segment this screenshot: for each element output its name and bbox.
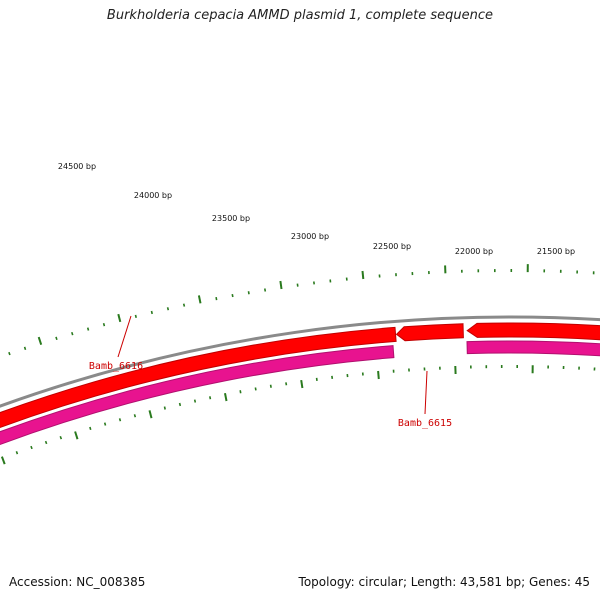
ruler-tick-label: 21500 bp: [537, 247, 575, 256]
inner-ruler-minor-tick: [103, 422, 107, 426]
inner-ruler-minor-tick: [163, 406, 166, 410]
map-title: Burkholderia cepacia AMMD plasmid 1, com…: [106, 8, 494, 23]
sequence-summary-text: Topology: circular; Length: 43,581 bp; G…: [298, 575, 590, 589]
forward-strand-gene-arrow: [466, 322, 600, 341]
outer-ruler-minor-tick: [134, 314, 137, 318]
outer-ruler-minor-tick: [231, 293, 234, 298]
ruler-tick-label: 23000 bp: [291, 232, 329, 241]
inner-ruler-minor-tick: [178, 402, 182, 407]
ruler-tick-label: 22000 bp: [455, 247, 493, 256]
inner-ruler-minor-tick: [209, 396, 212, 400]
outer-ruler-major-tick: [197, 295, 202, 304]
outer-ruler-major-tick: [361, 270, 365, 280]
reverse-strand-gene-band: [466, 340, 600, 357]
ruler-tick-label: 23500 bp: [212, 214, 250, 223]
inner-ruler-minor-tick: [59, 435, 63, 440]
outer-ruler-minor-tick: [55, 336, 58, 341]
plasmid-backbone: [0, 315, 600, 408]
outer-ruler-minor-tick: [86, 327, 90, 331]
outer-ruler-minor-tick: [150, 310, 153, 315]
inner-ruler-minor-tick: [89, 426, 92, 431]
ruler-tick-label: 22500 bp: [373, 242, 411, 251]
outer-ruler-major-tick: [117, 313, 122, 323]
ruler-tick-label: 24000 bp: [134, 191, 172, 200]
outer-ruler-major-tick: [279, 280, 283, 290]
outer-ruler-minor-tick: [247, 291, 250, 295]
inner-ruler-major-tick: [300, 379, 304, 389]
outer-ruler-minor-tick: [23, 346, 27, 351]
outer-ruler-minor-tick: [71, 331, 74, 336]
ruler-tick-label: 24500 bp: [58, 162, 96, 171]
forward-strand-gene-band: [0, 326, 397, 429]
inner-ruler-minor-tick: [133, 414, 137, 418]
outer-tick-ring: [8, 264, 595, 356]
inner-ruler-minor-tick: [269, 384, 272, 388]
accession-text: Accession: NC_008385: [9, 575, 146, 589]
outer-ruler-minor-tick: [215, 296, 218, 301]
inner-ruler-minor-tick: [44, 440, 48, 445]
inner-ruler-minor-tick: [118, 418, 122, 422]
gene-label-bamb-6615: Bamb_6615: [398, 418, 452, 429]
inner-ruler-minor-tick: [285, 382, 288, 386]
inner-ruler-major-tick: [224, 393, 228, 402]
inner-ruler-major-tick: [74, 431, 79, 440]
outer-ruler-major-tick: [37, 336, 43, 346]
inner-ruler-major-tick: [377, 370, 380, 380]
forward-strand-gene-arrow: [395, 323, 464, 342]
inner-ruler-minor-tick: [30, 445, 33, 450]
gene-label-leader-line: [424, 370, 428, 415]
inner-ruler-major-tick: [148, 410, 153, 419]
outer-ruler-minor-tick: [102, 322, 106, 327]
gene-label-bamb-6616: Bamb_6616: [89, 361, 143, 372]
outer-ruler-minor-tick: [166, 307, 170, 311]
ruler-tick-labels: 24500 bp 24000 bp 23500 bp 23000 bp 22500 bp…: [58, 162, 575, 256]
inner-ruler-minor-tick: [239, 390, 242, 394]
inner-ruler-minor-tick: [254, 387, 257, 391]
outer-ruler-minor-tick: [182, 303, 186, 307]
outer-ruler-minor-tick: [264, 288, 267, 292]
inner-ruler-minor-tick: [193, 399, 197, 403]
outer-ruler-minor-tick: [8, 351, 11, 356]
inner-ruler-minor-tick: [15, 451, 19, 455]
gene-label-leader-line: [117, 315, 132, 358]
inner-tick-ring: [0, 365, 596, 465]
inner-ruler-major-tick: [0, 456, 6, 465]
reverse-strand-gene-bamb-6616: [0, 345, 395, 446]
